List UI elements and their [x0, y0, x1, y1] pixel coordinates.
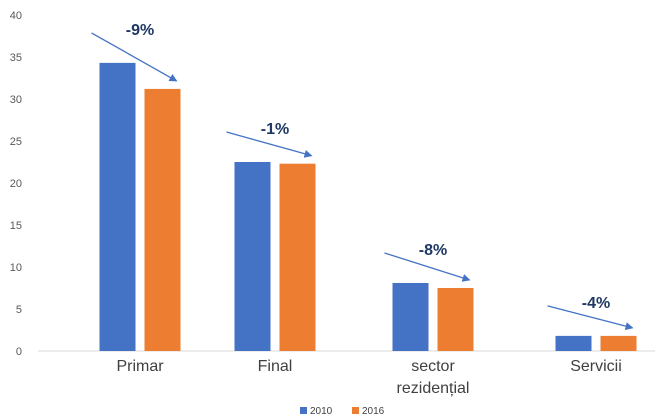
annotation-arrow	[91, 32, 178, 82]
category-label: Primar	[116, 358, 164, 375]
bar-2016-2	[279, 163, 316, 351]
annotation-label: -9%	[126, 22, 154, 39]
legend-swatch-2016	[352, 407, 359, 414]
legend-label-2010: 2010	[310, 406, 333, 417]
category-label: Servicii	[570, 358, 622, 375]
bar-2010-1	[99, 62, 136, 351]
category-label: sector	[411, 358, 455, 375]
y-tick-label: 35	[10, 52, 22, 64]
bar-2016-3	[437, 288, 474, 351]
annotations-group: -9% -1% -8% -4%	[91, 22, 634, 330]
bars-group	[99, 62, 637, 352]
category-labels: Primar Final sector rezidențial Servicii	[116, 358, 621, 397]
annotation-arrow	[384, 252, 471, 282]
y-tick-label: 25	[10, 136, 22, 148]
y-tick-label: 10	[10, 262, 22, 274]
bar-2016-1	[144, 88, 181, 352]
y-tick-label: 30	[10, 94, 22, 106]
category-label: Final	[258, 358, 293, 375]
y-tick-label: 40	[10, 10, 22, 22]
annotation-arrow	[547, 305, 634, 330]
category-label: rezidențial	[397, 380, 470, 397]
annotation-label: -8%	[419, 242, 447, 259]
y-tick-label: 20	[10, 178, 22, 190]
y-axis-ticks: 0 5 10 15 20 25 30 35 40	[10, 10, 22, 358]
legend-label-2016: 2016	[362, 406, 385, 417]
legend: 2010 2016	[300, 406, 385, 417]
bar-2010-4	[555, 335, 592, 351]
bar-2010-3	[392, 282, 429, 351]
annotation-label: -1%	[261, 121, 289, 138]
annotation-label: -4%	[582, 295, 610, 312]
y-tick-label: 15	[10, 220, 22, 232]
legend-swatch-2010	[300, 407, 307, 414]
bar-2010-2	[234, 162, 271, 351]
bar-2016-4	[600, 335, 637, 351]
annotation-arrow	[226, 131, 313, 158]
y-tick-label: 0	[16, 346, 22, 358]
y-tick-label: 5	[16, 304, 22, 316]
